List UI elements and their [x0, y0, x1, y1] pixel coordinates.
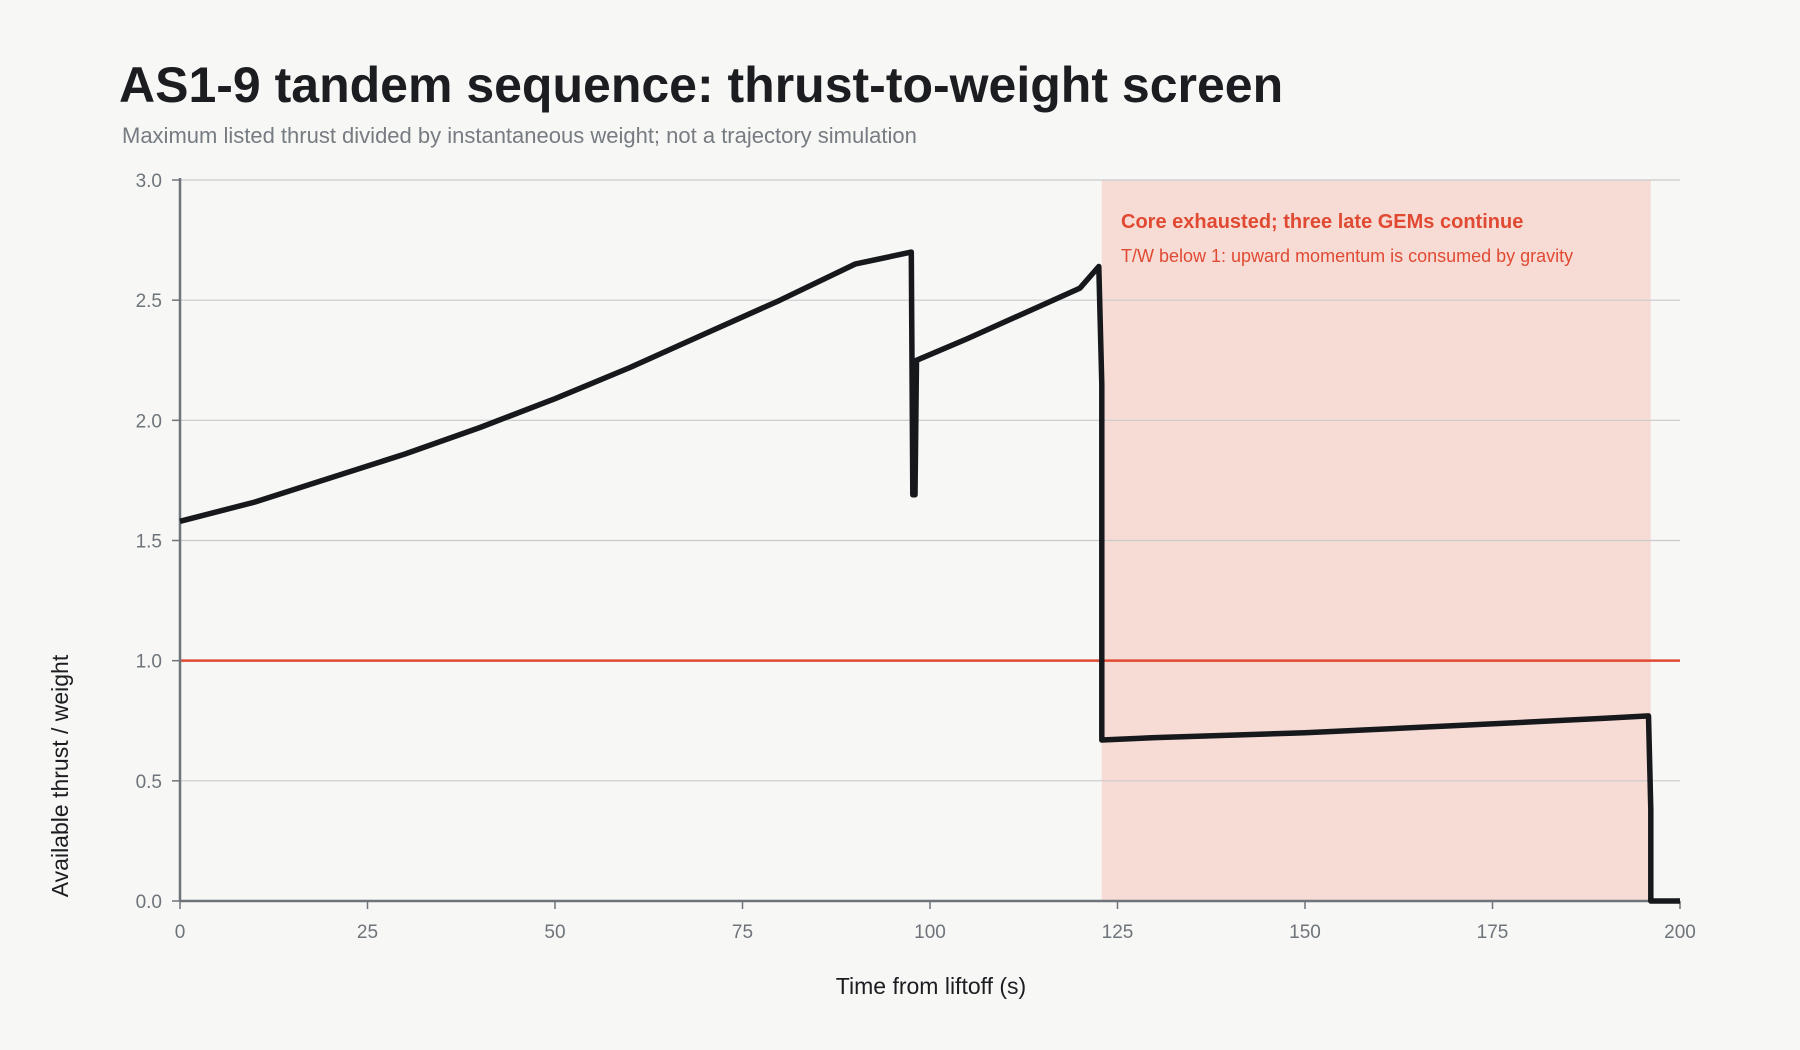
series-line	[179, 249, 1680, 904]
annotation-subtitle: T/W below 1: upward momentum is consumed…	[1121, 246, 1573, 266]
x-tick-label: 175	[1477, 922, 1509, 943]
x-axis-label: Time from liftoff (s)	[836, 973, 1026, 999]
annotation-title: Core exhausted; three late GEMs continue	[1121, 211, 1523, 233]
y-tick-labels: 0.0 0.5 1.0 1.5 2.0 2.5 3.0	[136, 171, 162, 913]
x-tick-label: 75	[732, 922, 753, 943]
x-tick-label: 200	[1664, 922, 1696, 943]
x-tick-label: 25	[357, 922, 378, 943]
x-tick-label: 150	[1289, 922, 1321, 943]
x-tick-label: 125	[1102, 922, 1134, 943]
x-tick-label: 50	[544, 922, 565, 943]
y-tick-label: 1.0	[136, 652, 162, 673]
chart-subtitle: Maximum listed thrust divided by instant…	[122, 123, 917, 148]
x-tick-label: 0	[175, 922, 186, 943]
y-tick-label: 1.5	[136, 532, 162, 553]
y-tick-label: 2.5	[136, 291, 162, 312]
x-tick-labels: 0 25 50 75 100 125 150 175 200	[175, 901, 1696, 943]
y-tick-label: 0.5	[136, 772, 162, 793]
y-tick-label: 3.0	[136, 171, 162, 192]
y-axis-label: Available thrust / weight	[47, 654, 73, 897]
x-tick-label: 100	[914, 922, 946, 943]
chart-title: AS1-9 tandem sequence: thrust-to-weight …	[119, 57, 1284, 113]
y-tick-label: 0.0	[136, 892, 162, 913]
y-tick-label: 2.0	[136, 411, 162, 432]
series-layer	[179, 249, 1680, 904]
